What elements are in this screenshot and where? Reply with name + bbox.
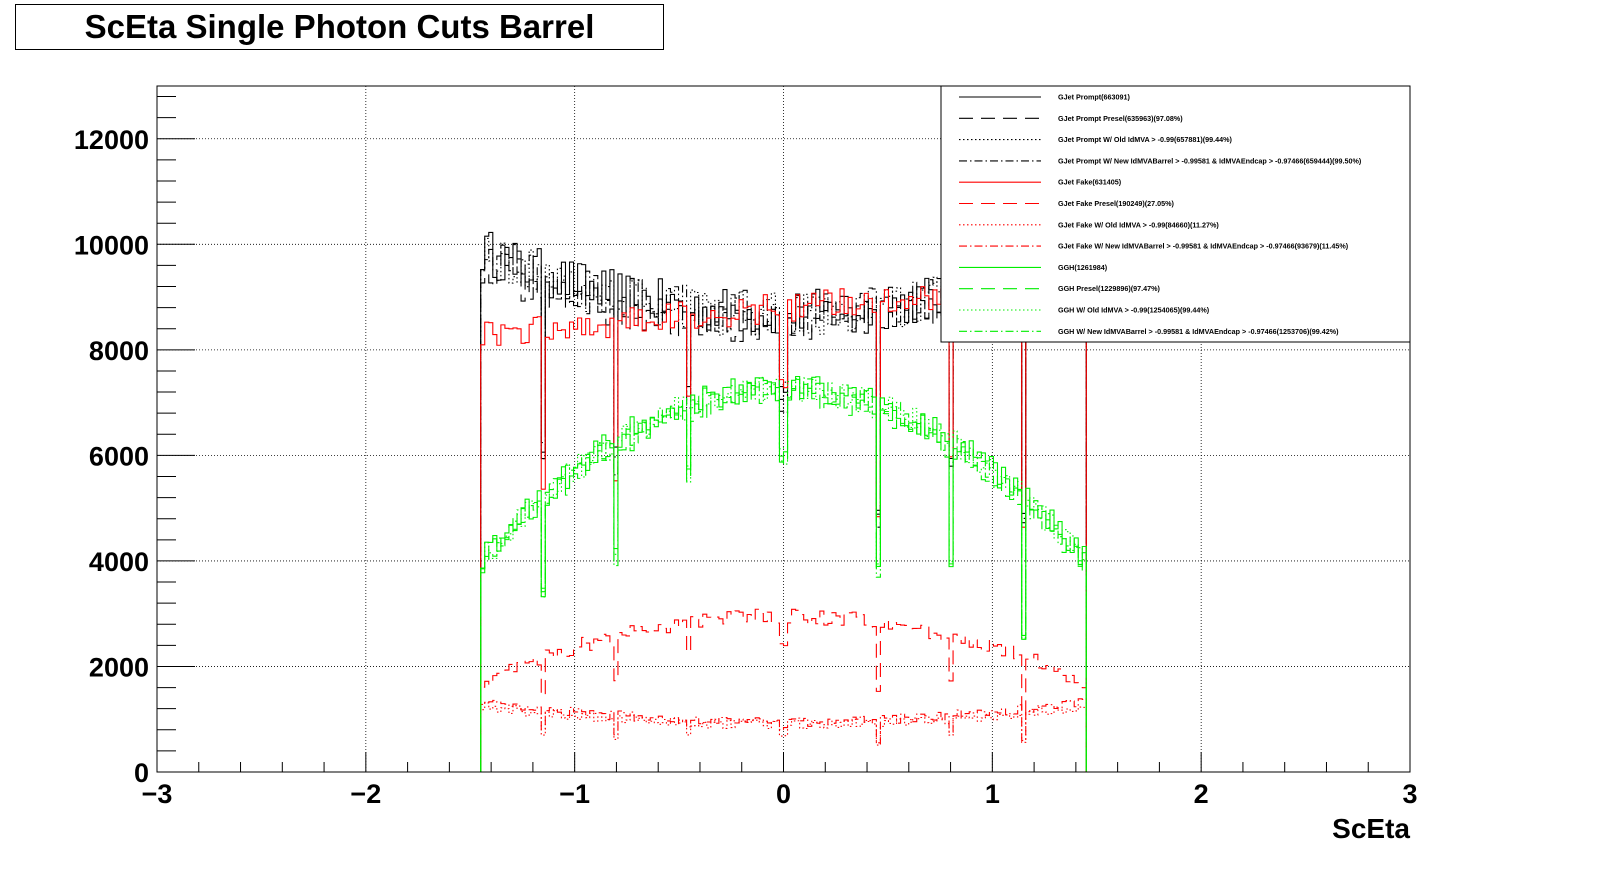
chart-title-box: ScEta Single Photon Cuts Barrel bbox=[15, 4, 664, 50]
y-tick-label: 4000 bbox=[89, 547, 149, 577]
chart-title: ScEta Single Photon Cuts Barrel bbox=[84, 8, 595, 45]
series-line-8 bbox=[480, 375, 1087, 772]
legend-entry: GGH W/ Old IdMVA > -0.99(1254065)(99.44%… bbox=[1058, 306, 1210, 315]
axis-layer: −3 −2 −1 0 1 2 3 0 2000 4000 6000 8000 10000 12000 bbox=[74, 85, 1418, 809]
x-tick-label: 2 bbox=[1194, 779, 1209, 809]
series-line-7 bbox=[480, 698, 1087, 772]
y-tick-label: 2000 bbox=[89, 652, 149, 682]
x-tick-label: 3 bbox=[1402, 779, 1417, 809]
y-tick-label: 12000 bbox=[74, 125, 149, 155]
x-tick-label: −1 bbox=[559, 779, 590, 809]
y-tick-label: 6000 bbox=[89, 441, 149, 471]
x-tick-label: 0 bbox=[776, 779, 791, 809]
y-tick-label: 10000 bbox=[74, 230, 149, 260]
legend-entry: GJet Fake Presel(190249)(27.05%) bbox=[1058, 199, 1174, 208]
x-axis-title: ScEta bbox=[1332, 813, 1410, 844]
legend-entry: GJet Fake W/ New IdMVABarrel > -0.99581 … bbox=[1058, 242, 1349, 251]
x-tick-label: −3 bbox=[142, 779, 173, 809]
legend-box bbox=[940, 85, 1411, 343]
y-tick-label: 0 bbox=[134, 758, 149, 788]
x-tick-label: 1 bbox=[985, 779, 1000, 809]
legend-entry: GJet Fake W/ Old IdMVA > -0.99(84660)(11… bbox=[1058, 220, 1219, 229]
legend-entry: GJet Prompt Presel(635963)(97.08%) bbox=[1058, 114, 1183, 123]
series-line-4 bbox=[480, 267, 1087, 772]
series-line-10 bbox=[480, 376, 1087, 772]
series-line-5 bbox=[480, 608, 1087, 772]
legend-entry: GJet Prompt(663091) bbox=[1058, 93, 1131, 102]
series-line-11 bbox=[480, 377, 1087, 772]
legend-entry: GGH(1261984) bbox=[1058, 263, 1108, 272]
legend-entry: GJet Prompt W/ Old IdMVA > -0.99(657881)… bbox=[1058, 135, 1233, 144]
legend-entry: GJet Fake(631405) bbox=[1058, 178, 1122, 187]
y-tick-label: 8000 bbox=[89, 336, 149, 366]
series-line-9 bbox=[480, 381, 1087, 772]
legend: GJet Prompt(663091) GJet Prompt Presel(63… bbox=[940, 85, 1411, 343]
legend-entry: GGH Presel(1229896)(97.47%) bbox=[1058, 284, 1160, 293]
x-tick-label: −2 bbox=[350, 779, 381, 809]
legend-entry: GGH W/ New IdMVABarrel > -0.99581 & IdMV… bbox=[1058, 327, 1339, 336]
legend-entry: GJet Prompt W/ New IdMVABarrel > -0.9958… bbox=[1058, 156, 1362, 165]
